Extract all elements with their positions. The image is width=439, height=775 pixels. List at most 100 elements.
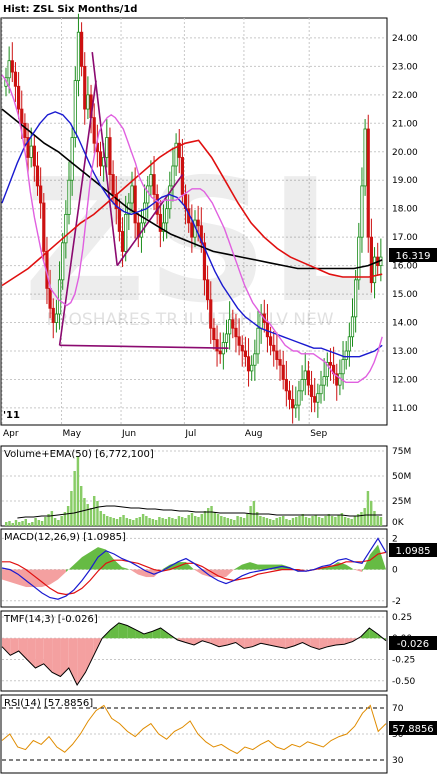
sma50-line bbox=[1, 111, 383, 358]
candle-body bbox=[16, 85, 21, 110]
macd-last-value: 1.0985 bbox=[396, 546, 431, 557]
tmf-area-segment bbox=[227, 638, 236, 646]
volume-gridlines bbox=[2, 450, 386, 502]
tmf-area-segment bbox=[10, 638, 19, 656]
candle-body bbox=[294, 404, 298, 409]
candle-body bbox=[29, 145, 33, 158]
volume-bar bbox=[291, 518, 295, 526]
volume-bar bbox=[190, 513, 194, 526]
price-tick-label: 16.00 bbox=[392, 262, 418, 272]
candle-body bbox=[303, 370, 307, 380]
candle-body bbox=[272, 344, 276, 352]
volume-bar bbox=[138, 517, 142, 526]
volume-bar bbox=[102, 514, 106, 526]
macd-histogram-segment bbox=[50, 569, 58, 585]
tmf-tick-label: 0.25 bbox=[392, 613, 412, 623]
volume-bar bbox=[255, 512, 259, 526]
price-tick-label: 12.00 bbox=[392, 375, 418, 385]
macd-histogram-segment bbox=[114, 559, 122, 570]
tmf-area-segment bbox=[369, 628, 378, 639]
candle-body bbox=[237, 336, 241, 346]
tmf-area-segment bbox=[244, 638, 253, 649]
volume-bar bbox=[27, 523, 31, 526]
candle-body bbox=[54, 313, 59, 323]
price-tick-label: 17.00 bbox=[392, 233, 418, 243]
volume-bar bbox=[161, 518, 164, 526]
tmf-line bbox=[1, 622, 387, 687]
candle-body bbox=[209, 299, 213, 329]
volume-bar bbox=[8, 521, 11, 526]
price-tick-label: 13.00 bbox=[392, 347, 418, 357]
candle-body bbox=[291, 398, 295, 409]
macd-histogram-segment bbox=[194, 569, 202, 575]
candle-body bbox=[42, 202, 46, 252]
rsi-value-box bbox=[389, 721, 437, 735]
tmf-area-segment bbox=[277, 638, 286, 649]
tmf-area-segment bbox=[219, 638, 228, 647]
volume-bars bbox=[5, 456, 383, 526]
volume-bar bbox=[330, 516, 334, 526]
volume-bar bbox=[379, 517, 383, 526]
volume-bar bbox=[158, 517, 161, 526]
volume-bar bbox=[334, 517, 337, 526]
volume-bar bbox=[229, 519, 233, 526]
volume-bar bbox=[145, 516, 148, 526]
volume-bar bbox=[203, 511, 207, 526]
volume-bar bbox=[236, 516, 239, 526]
price-tick-label: 23.00 bbox=[392, 62, 418, 72]
tmf-area-segment bbox=[27, 638, 36, 669]
volume-bar bbox=[360, 512, 363, 526]
macd-histogram-segment bbox=[98, 547, 106, 570]
volume-bar bbox=[327, 514, 331, 526]
price-tick-label: 24.00 bbox=[392, 34, 418, 44]
price-tick-label: 15.00 bbox=[392, 290, 418, 300]
candle-body bbox=[130, 185, 134, 204]
volume-bar bbox=[268, 519, 272, 526]
candle-body bbox=[224, 333, 229, 343]
macd-title: MACD(12,26,9) [1.0985] bbox=[4, 532, 126, 543]
volume-bar bbox=[347, 518, 350, 526]
tmf-area-segment bbox=[210, 638, 220, 647]
candle-body bbox=[297, 390, 301, 406]
tmf-title: TMF(14,3) [-0.026] bbox=[3, 614, 98, 625]
price-tick-label: 14.00 bbox=[392, 319, 418, 329]
volume-tick-label: 0K bbox=[392, 518, 405, 528]
chart-title: Hist: ZSL Six Months/1d bbox=[3, 4, 137, 15]
macd-tick-label: 2 bbox=[392, 534, 398, 544]
candle-body bbox=[325, 361, 329, 378]
volume-bar bbox=[14, 520, 18, 526]
volume-bar bbox=[200, 514, 203, 526]
candle-body bbox=[155, 194, 159, 215]
candle-body bbox=[158, 213, 162, 232]
month-label: Sep bbox=[310, 429, 327, 439]
volume-bar bbox=[34, 518, 37, 526]
candle-body bbox=[124, 213, 128, 252]
tmf-area-segment bbox=[185, 638, 194, 646]
volume-bar bbox=[50, 511, 54, 526]
price-x-axis: Apr May Jun Jul Aug Sep bbox=[3, 429, 327, 439]
volume-bar bbox=[213, 512, 217, 526]
price-y-axis: 24.00 23.00 22.00 21.00 20.00 19.00 18.00 17.00… bbox=[392, 34, 418, 414]
macd-histogram-segment bbox=[154, 569, 162, 578]
candle-body bbox=[253, 353, 257, 366]
volume-bar bbox=[321, 518, 324, 526]
candle-body bbox=[357, 236, 361, 281]
trendline bbox=[58, 80, 97, 346]
candle-body bbox=[161, 222, 166, 232]
candle-body bbox=[328, 361, 333, 366]
volume-bar bbox=[47, 514, 50, 526]
price-tick-label: 22.00 bbox=[392, 91, 418, 101]
candle-body bbox=[117, 208, 121, 232]
candle-body bbox=[231, 319, 235, 329]
volume-bar bbox=[262, 517, 265, 526]
candle-body bbox=[23, 122, 27, 138]
tmf-area-segment bbox=[77, 638, 86, 686]
rsi-line bbox=[1, 704, 387, 755]
volume-bar bbox=[223, 517, 226, 526]
macd-line bbox=[1, 537, 387, 600]
macd-histogram-segment bbox=[74, 557, 82, 570]
last-price-tag: 16.319 bbox=[389, 248, 437, 262]
candle-body bbox=[347, 336, 351, 352]
candle-body bbox=[177, 142, 181, 158]
trendline bbox=[116, 174, 184, 267]
